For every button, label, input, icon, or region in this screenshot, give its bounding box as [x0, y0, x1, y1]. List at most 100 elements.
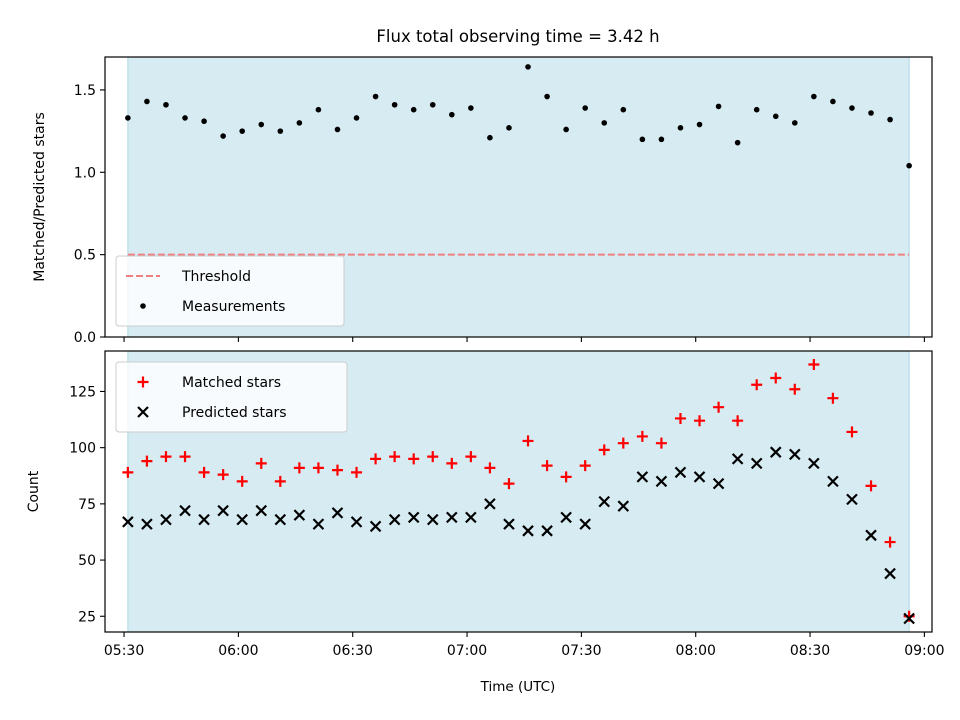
data-point: [601, 120, 608, 126]
x-tick-label: 06:30: [333, 643, 373, 659]
bottom-panel: 25 50 75 100 125 05:30 06:00 06:30 07:00 07:30 08:…: [26, 350, 945, 659]
data-point: [620, 106, 627, 113]
data-point: [465, 451, 477, 463]
data-point: [830, 98, 836, 105]
y-axis-label: Matched/Predicted stars: [32, 112, 48, 282]
data-point: [887, 116, 893, 123]
data-point: [182, 115, 188, 121]
data-point: [865, 480, 877, 492]
data-point: [522, 435, 534, 447]
data-point: [372, 93, 379, 100]
data-point: [484, 498, 496, 510]
legend-swatch: [137, 406, 149, 418]
y-tick-label: 50: [78, 553, 96, 569]
data-point: [541, 460, 553, 472]
data-point: [274, 513, 287, 526]
data-point: [426, 513, 439, 526]
data-point: [598, 444, 610, 456]
data-point: [522, 525, 534, 537]
legend-swatch: [137, 376, 149, 388]
legend-label: Threshold: [181, 269, 251, 285]
data-point: [696, 121, 703, 128]
data-point: [789, 383, 801, 395]
y-tick-label: 1.0: [74, 165, 96, 181]
data-point: [808, 358, 820, 370]
x-tick-label: 07:30: [561, 643, 601, 659]
data-point: [582, 105, 588, 111]
data-point: [125, 115, 131, 121]
data-point: [465, 511, 477, 524]
data-point: [903, 612, 915, 625]
data-point: [713, 401, 725, 413]
y-tick-label: 1.5: [74, 83, 96, 99]
data-point: [239, 128, 245, 134]
data-point: [865, 529, 877, 542]
data-point: [808, 457, 820, 470]
data-point: [715, 103, 722, 110]
data-point: [598, 495, 611, 508]
data-point: [236, 513, 248, 526]
data-point: [560, 511, 572, 524]
data-point: [487, 134, 493, 141]
data-point: [446, 457, 458, 469]
data-point: [750, 457, 763, 470]
x-tick-label: 05:30: [104, 643, 144, 659]
data-point: [293, 509, 306, 521]
y-tick-label: 25: [78, 609, 96, 625]
y-tick-label: 75: [78, 497, 96, 513]
data-point: [563, 126, 569, 133]
data-point: [331, 464, 343, 476]
data-point: [544, 93, 550, 100]
data-point: [217, 504, 229, 517]
data-point: [751, 379, 763, 391]
x-tick-label: 09:00: [904, 643, 944, 659]
data-point: [446, 511, 458, 524]
data-point: [827, 392, 839, 404]
data-point: [369, 520, 382, 533]
data-point: [579, 518, 591, 530]
data-point: [770, 372, 782, 384]
data-point: [391, 101, 398, 108]
legend-label: Matched stars: [182, 375, 281, 391]
data-point: [220, 133, 226, 139]
legend-label: Measurements: [182, 299, 285, 315]
y-tick-label: 0.0: [74, 330, 96, 346]
legend-label: Predicted stars: [182, 405, 287, 421]
data-point: [846, 426, 858, 438]
data-point: [579, 460, 591, 472]
data-point: [694, 415, 706, 427]
y-tick-label: 100: [69, 441, 96, 457]
data-point: [353, 115, 360, 121]
data-point: [429, 101, 436, 108]
data-point: [484, 462, 496, 474]
data-point: [846, 493, 858, 506]
data-point: [734, 139, 741, 146]
legend-swatch: [140, 303, 146, 309]
data-point: [732, 415, 744, 427]
data-point: [236, 475, 248, 487]
legend-box: [115, 361, 348, 433]
data-point: [122, 516, 134, 528]
data-point: [753, 106, 760, 113]
data-point: [636, 471, 649, 483]
data-point: [811, 93, 817, 100]
data-point: [849, 105, 855, 111]
data-point: [868, 110, 874, 116]
data-point: [503, 478, 515, 490]
legend: Matched stars Predicted stars: [115, 361, 348, 433]
data-point: [388, 513, 401, 526]
data-point: [712, 477, 725, 490]
data-point: [408, 453, 420, 465]
legend: Threshold Measurements: [115, 255, 345, 327]
data-point: [731, 453, 744, 465]
data-point: [179, 451, 191, 463]
data-point: [693, 471, 706, 483]
data-point: [407, 511, 420, 524]
data-point: [639, 136, 646, 143]
data-point: [198, 513, 210, 526]
data-point: [141, 455, 153, 467]
data-point: [293, 462, 305, 474]
y-tick-label: 125: [69, 384, 96, 400]
data-point: [255, 457, 267, 469]
data-point: [201, 118, 207, 125]
